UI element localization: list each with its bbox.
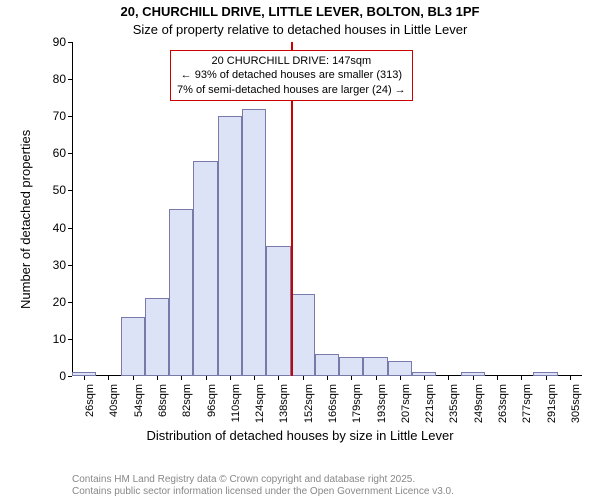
x-tick-mark <box>546 376 547 380</box>
x-tick-mark <box>351 376 352 380</box>
y-tick-label: 30 <box>44 258 66 272</box>
x-tick-mark <box>327 376 328 380</box>
y-tick-label: 10 <box>44 332 66 346</box>
x-tick-label: 179sqm <box>351 384 363 434</box>
y-tick-label: 80 <box>44 72 66 86</box>
y-tick-mark <box>68 190 72 191</box>
x-tick-mark <box>254 376 255 380</box>
y-tick-label: 50 <box>44 183 66 197</box>
histogram-bar <box>145 298 169 376</box>
x-tick-mark <box>84 376 85 380</box>
x-tick-label: 207sqm <box>400 384 412 434</box>
x-tick-label: 277sqm <box>521 384 533 434</box>
y-tick-label: 20 <box>44 295 66 309</box>
marker-line-0: 20 CHURCHILL DRIVE: 147sqm <box>177 54 406 68</box>
y-tick-mark <box>68 376 72 377</box>
y-tick-label: 60 <box>44 146 66 160</box>
x-tick-mark <box>424 376 425 380</box>
histogram-bar <box>339 357 363 376</box>
x-tick-label: 124sqm <box>254 384 266 434</box>
marker-line-1: ← 93% of detached houses are smaller (31… <box>177 68 406 82</box>
x-tick-mark <box>376 376 377 380</box>
histogram-bar <box>242 109 266 376</box>
y-tick-mark <box>68 153 72 154</box>
x-tick-label: 152sqm <box>303 384 315 434</box>
x-tick-mark <box>181 376 182 380</box>
y-tick-mark <box>68 116 72 117</box>
x-tick-mark <box>400 376 401 380</box>
x-tick-label: 110sqm <box>230 384 242 434</box>
x-tick-mark <box>133 376 134 380</box>
x-tick-mark <box>157 376 158 380</box>
y-tick-label: 90 <box>44 35 66 49</box>
x-tick-label: 26sqm <box>84 384 96 434</box>
histogram-bar <box>291 294 315 376</box>
histogram-bar <box>169 209 193 376</box>
x-tick-mark <box>497 376 498 380</box>
y-tick-label: 0 <box>44 369 66 383</box>
x-tick-label: 305sqm <box>570 384 582 434</box>
x-tick-label: 249sqm <box>473 384 485 434</box>
x-tick-label: 40sqm <box>108 384 120 434</box>
histogram-bar <box>193 161 217 376</box>
x-tick-mark <box>448 376 449 380</box>
x-tick-label: 235sqm <box>448 384 460 434</box>
marker-line-2: 7% of semi-detached houses are larger (2… <box>177 83 406 97</box>
y-tick-label: 70 <box>44 109 66 123</box>
chart-title-main: 20, CHURCHILL DRIVE, LITTLE LEVER, BOLTO… <box>0 4 600 19</box>
histogram-bar <box>461 372 485 376</box>
x-tick-mark <box>473 376 474 380</box>
histogram-bar <box>266 246 290 376</box>
chart-container: 20, CHURCHILL DRIVE, LITTLE LEVER, BOLTO… <box>0 0 600 500</box>
y-tick-label: 40 <box>44 221 66 235</box>
histogram-bar <box>412 372 436 376</box>
histogram-bar <box>315 354 339 376</box>
y-tick-mark <box>68 79 72 80</box>
x-tick-mark <box>206 376 207 380</box>
x-tick-label: 68sqm <box>157 384 169 434</box>
x-tick-label: 193sqm <box>376 384 388 434</box>
footer-line-0: Contains HM Land Registry data © Crown c… <box>72 474 415 485</box>
marker-annotation-box: 20 CHURCHILL DRIVE: 147sqm ← 93% of deta… <box>170 50 413 101</box>
x-tick-label: 96sqm <box>206 384 218 434</box>
histogram-bar <box>533 372 557 376</box>
x-tick-mark <box>278 376 279 380</box>
x-tick-mark <box>521 376 522 380</box>
y-tick-mark <box>68 42 72 43</box>
y-axis-label: Number of detached properties <box>18 130 33 309</box>
x-tick-mark <box>108 376 109 380</box>
x-tick-label: 166sqm <box>327 384 339 434</box>
y-tick-mark <box>68 339 72 340</box>
y-tick-mark <box>68 228 72 229</box>
x-tick-label: 263sqm <box>497 384 509 434</box>
x-tick-label: 138sqm <box>278 384 290 434</box>
histogram-bar <box>218 116 242 376</box>
x-tick-label: 291sqm <box>546 384 558 434</box>
x-tick-label: 221sqm <box>424 384 436 434</box>
histogram-bar <box>363 357 387 376</box>
x-tick-mark <box>230 376 231 380</box>
x-tick-label: 54sqm <box>133 384 145 434</box>
y-tick-mark <box>68 302 72 303</box>
x-tick-mark <box>303 376 304 380</box>
chart-title-sub: Size of property relative to detached ho… <box>0 22 600 37</box>
x-tick-label: 82sqm <box>181 384 193 434</box>
histogram-bar <box>388 361 412 376</box>
footer-line-1: Contains public sector information licen… <box>72 486 454 497</box>
y-tick-mark <box>68 265 72 266</box>
x-tick-mark <box>570 376 571 380</box>
histogram-bar <box>72 372 96 376</box>
histogram-bar <box>121 317 145 376</box>
